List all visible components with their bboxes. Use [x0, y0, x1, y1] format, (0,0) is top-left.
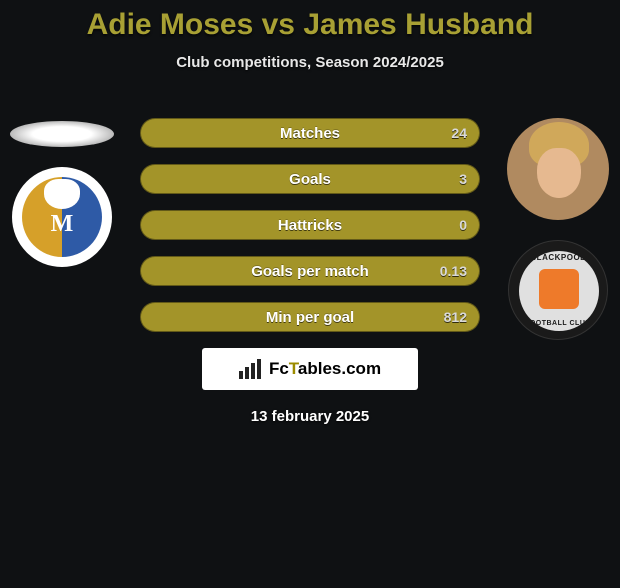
right-player-column: BLACKPOOL FOOTBALL CLUB: [504, 118, 612, 340]
chart-icon: [239, 359, 261, 379]
stag-icon: [44, 179, 80, 209]
stat-value-right: 812: [444, 303, 467, 331]
stat-bar: Goals per match 0.13: [140, 256, 480, 286]
stat-bars: Matches 24 Goals 3 Hattricks 0 Goals per…: [140, 118, 480, 332]
stat-bar: Min per goal 812: [140, 302, 480, 332]
club-right-text-bottom: FOOTBALL CLUB: [509, 320, 607, 327]
stat-value-right: 3: [459, 165, 467, 193]
stat-bar: Goals 3: [140, 164, 480, 194]
stat-label: Hattricks: [278, 217, 342, 234]
brand-badge: FcTables.com: [202, 348, 418, 390]
stat-label: Goals per match: [251, 263, 369, 280]
page-title: Adie Moses vs James Husband: [0, 8, 620, 42]
player-left-avatar: [10, 121, 114, 147]
brand-prefix: Fc: [269, 359, 289, 378]
stat-label: Goals: [289, 171, 331, 188]
stat-label: Min per goal: [266, 309, 354, 326]
stat-bar: Hattricks 0: [140, 210, 480, 240]
stat-label: Matches: [280, 125, 340, 142]
club-right-text-top: BLACKPOOL: [509, 253, 607, 262]
left-player-column: [8, 118, 116, 267]
brand-text: FcTables.com: [269, 359, 381, 379]
stat-bar: Matches 24: [140, 118, 480, 148]
player-right-avatar: [507, 118, 609, 220]
comparison-panel: BLACKPOOL FOOTBALL CLUB Matches 24 Goals…: [0, 118, 620, 425]
subtitle: Club competitions, Season 2024/2025: [0, 54, 620, 71]
stat-value-right: 0.13: [440, 257, 467, 285]
player-right-club-badge: BLACKPOOL FOOTBALL CLUB: [508, 240, 608, 340]
brand-suffix: ables.com: [298, 359, 381, 378]
stat-value-right: 0: [459, 211, 467, 239]
player-left-club-badge: [12, 167, 112, 267]
brand-highlight: T: [289, 359, 298, 378]
snapshot-date: 13 february 2025: [0, 408, 620, 425]
stat-value-right: 24: [451, 119, 467, 147]
